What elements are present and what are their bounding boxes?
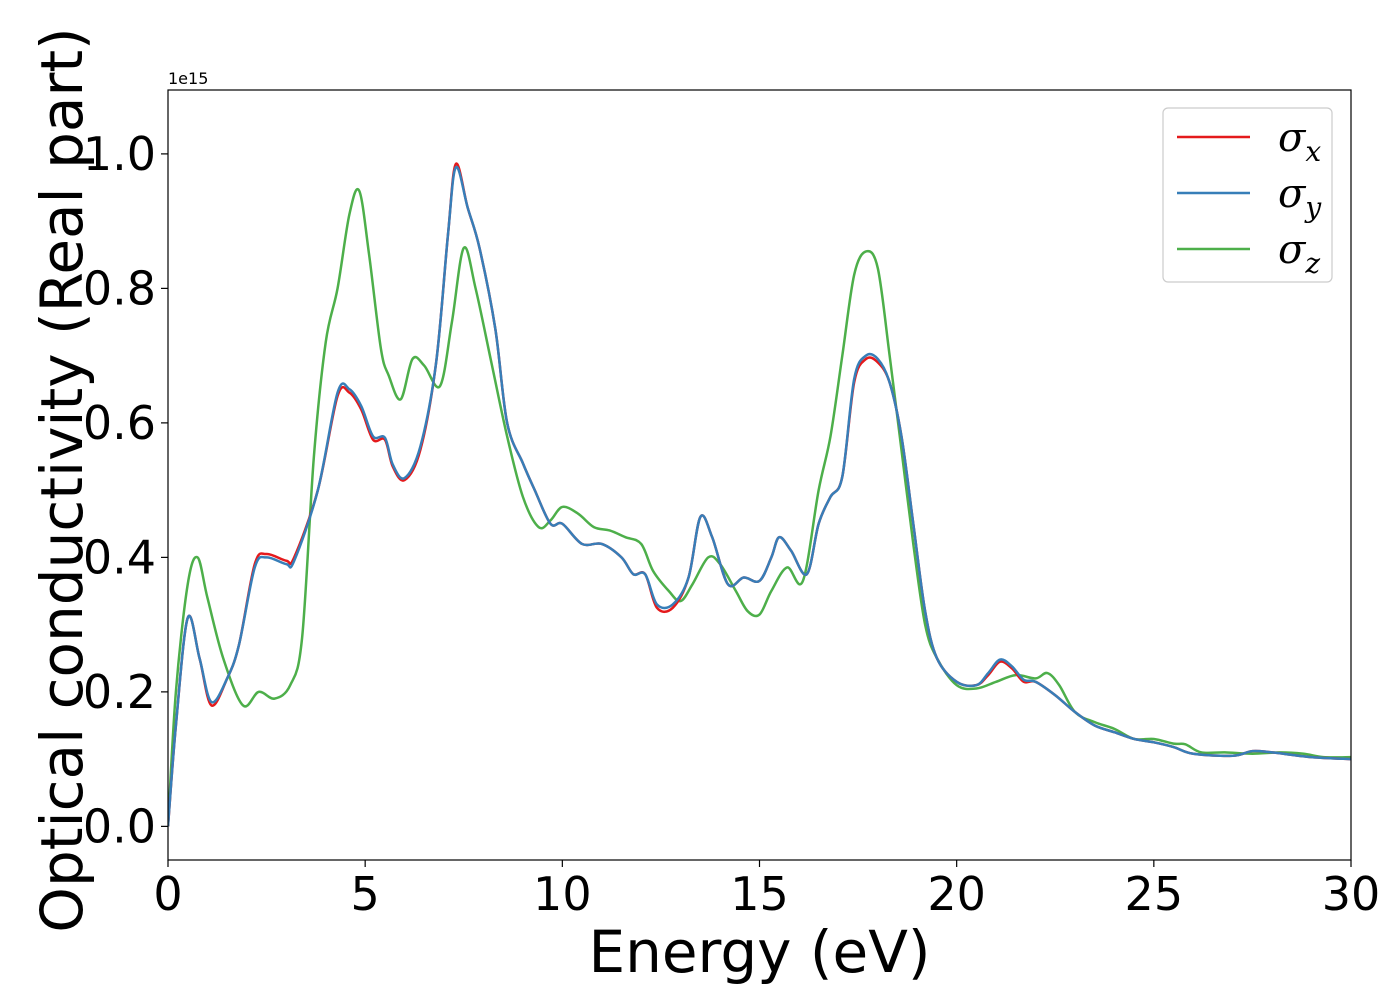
legend-subscript: x: [1305, 135, 1321, 168]
plot-area: [168, 162, 1351, 827]
y-offset-label: 1e15: [168, 69, 208, 88]
legend-subscript: y: [1303, 191, 1322, 224]
y-tick-label: 1.0: [83, 127, 156, 181]
y-tick-label: 0.0: [83, 799, 156, 853]
x-axis-label: Energy (eV): [588, 918, 930, 986]
x-tick-label: 25: [1125, 867, 1184, 921]
legend-subscript: z: [1304, 247, 1320, 280]
y-tick-label: 0.4: [83, 530, 156, 584]
legend-box: [1162, 107, 1333, 283]
y-tick-label: 0.8: [83, 261, 156, 315]
legend-label-sigma-x: σx: [1278, 115, 1321, 168]
legend-label-sigma-z: σz: [1278, 227, 1320, 280]
x-axis-ticks: 0 5 10 15 20 25 30: [153, 860, 1380, 921]
x-tick-label: 0: [153, 867, 182, 921]
legend-symbol: σ: [1278, 115, 1307, 161]
series-line-sigma-z: [168, 188, 1351, 827]
x-tick-label: 30: [1322, 867, 1381, 921]
legend-symbol: σ: [1278, 171, 1307, 217]
x-tick-label: 15: [730, 867, 789, 921]
legend-symbol: σ: [1278, 227, 1307, 273]
series-line-sigma-y: [168, 165, 1351, 827]
y-tick-label: 0.6: [83, 396, 156, 450]
x-tick-label: 5: [351, 867, 380, 921]
x-tick-label: 10: [533, 867, 592, 921]
y-axis-ticks: 0.0 0.2 0.4 0.6 0.8 1.0: [83, 127, 168, 853]
y-tick-label: 0.2: [83, 665, 156, 719]
x-tick-label: 20: [927, 867, 986, 921]
legend-label-sigma-y: σy: [1278, 171, 1322, 224]
y-axis-label: Optical conductivity (Real part): [28, 27, 96, 932]
